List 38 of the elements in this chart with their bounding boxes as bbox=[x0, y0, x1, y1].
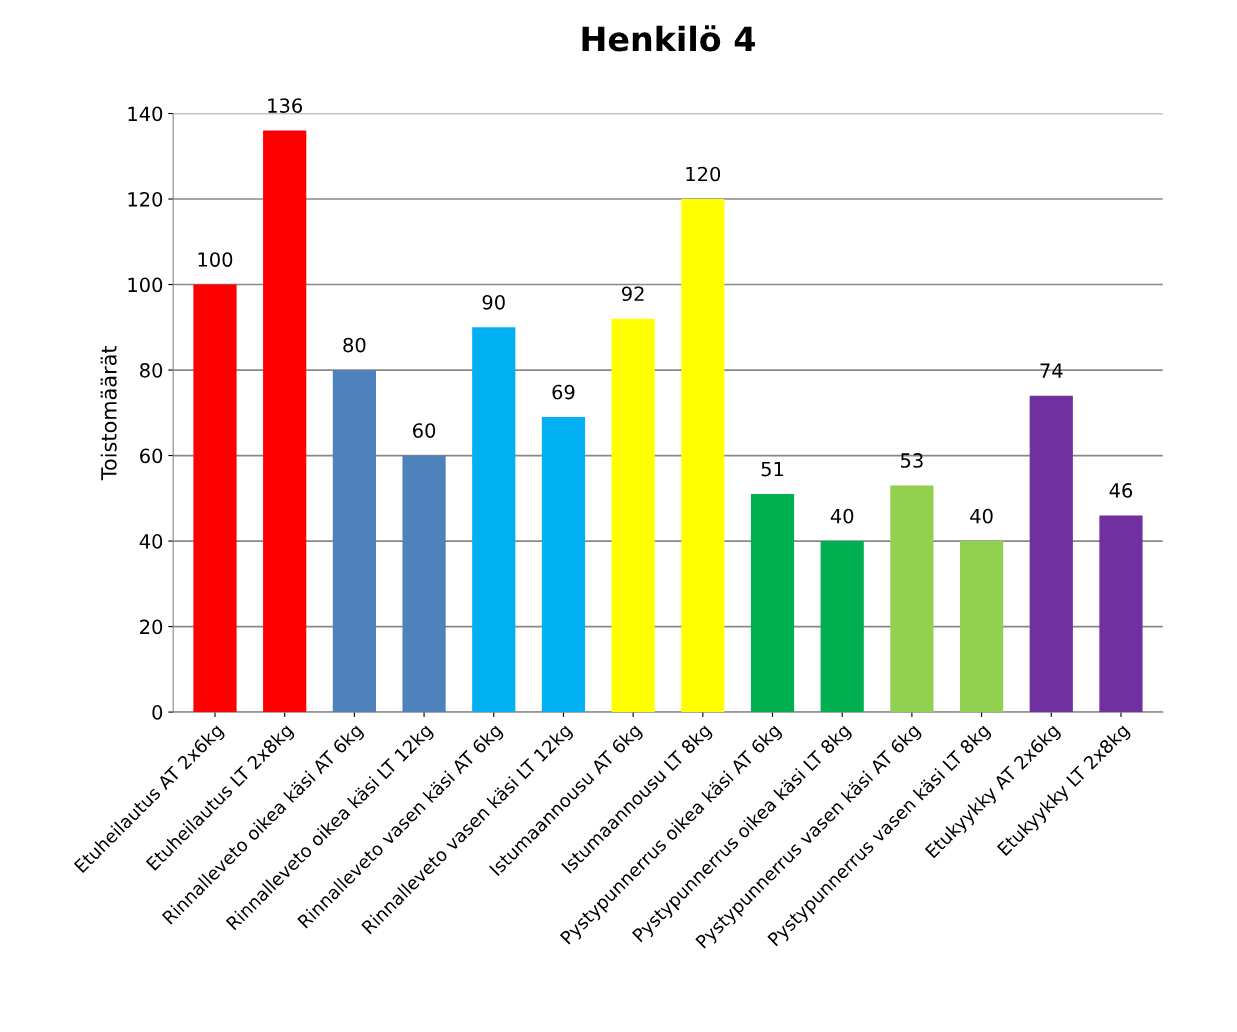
y-tick-label: 80 bbox=[140, 363, 163, 378]
data-label: 51 bbox=[761, 461, 784, 477]
y-tick-label: 0 bbox=[152, 705, 163, 720]
bar bbox=[332, 370, 376, 713]
data-label: 46 bbox=[1109, 483, 1133, 498]
data-label: 60 bbox=[413, 423, 436, 438]
bar bbox=[820, 541, 864, 713]
bar bbox=[681, 199, 725, 713]
y-tick-label: 40 bbox=[139, 534, 163, 549]
data-label: 92 bbox=[621, 286, 644, 302]
data-label: 80 bbox=[343, 337, 366, 353]
data-label: 40 bbox=[970, 508, 993, 524]
bar bbox=[1029, 395, 1073, 713]
y-tick-label: 120 bbox=[128, 191, 163, 207]
data-label: 100 bbox=[198, 252, 233, 267]
y-tick-label: 60 bbox=[140, 448, 163, 464]
bar bbox=[263, 130, 307, 713]
y-tick-label: 140 bbox=[128, 106, 163, 122]
y-tick-label: 20 bbox=[140, 619, 163, 635]
chart-title: Henkilö 4 bbox=[582, 25, 755, 52]
data-label: 90 bbox=[482, 294, 505, 310]
bar bbox=[750, 494, 795, 713]
bar bbox=[402, 455, 446, 713]
data-label: 40 bbox=[830, 508, 854, 524]
bar bbox=[472, 327, 516, 713]
bar bbox=[193, 284, 237, 713]
bar bbox=[541, 417, 586, 713]
bar bbox=[611, 318, 655, 713]
data-label: 69 bbox=[552, 384, 575, 400]
bar bbox=[1099, 515, 1143, 713]
bar bbox=[959, 541, 1004, 713]
data-label: 120 bbox=[686, 166, 721, 182]
y-axis-title: Toistomäärät bbox=[100, 345, 117, 481]
bar bbox=[890, 485, 934, 713]
data-label: 53 bbox=[901, 453, 923, 468]
data-label: 74 bbox=[1040, 363, 1063, 378]
data-label: 136 bbox=[268, 98, 303, 113]
y-tick-label: 100 bbox=[128, 277, 163, 293]
